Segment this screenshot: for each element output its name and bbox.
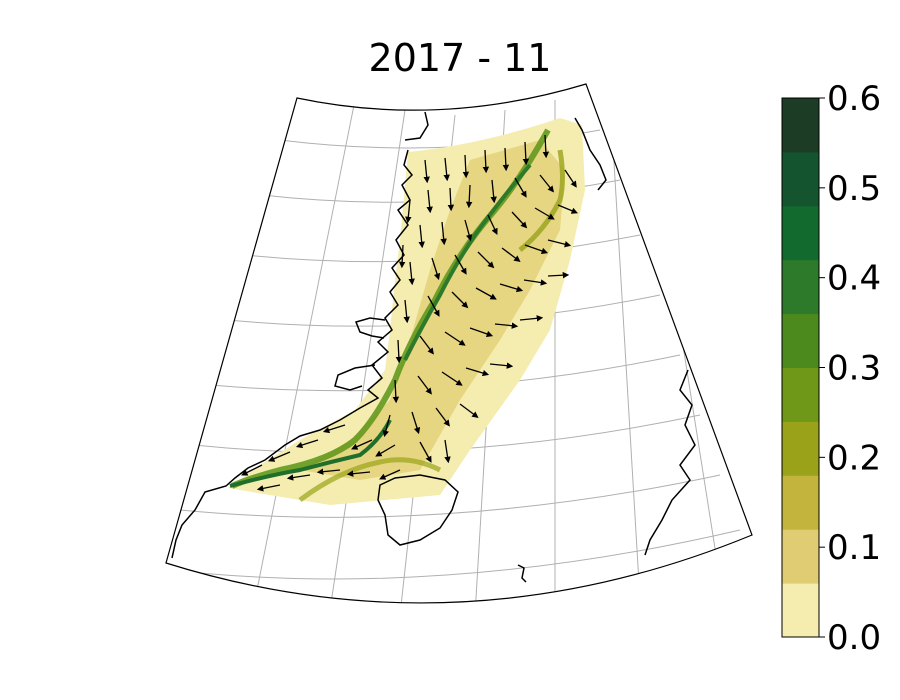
map-boundary	[165, 83, 753, 604]
coastlines	[171, 111, 696, 583]
colorbar-band	[782, 583, 819, 638]
colorbar-band	[782, 98, 819, 153]
island-south	[377, 474, 459, 546]
coast-north	[404, 111, 429, 141]
colorbar-band	[782, 421, 819, 476]
colorbar-band	[782, 205, 819, 261]
coast-east-island	[574, 117, 607, 191]
colorbar-band	[782, 151, 819, 207]
colorbar-tick-label: 0.5	[827, 169, 881, 209]
colorbar-ticks: 0.0 0.1 0.2 0.3 0.4 0.5 0.6	[819, 79, 881, 658]
colorbar-bands	[782, 98, 819, 638]
jet-secondary	[518, 149, 565, 252]
colorbar-tick-label: 0.0	[827, 618, 881, 658]
colorbar-tick-label: 0.3	[827, 349, 881, 389]
coast-fjord-1	[354, 317, 386, 339]
colorbar-band	[782, 367, 819, 422]
coast-east-land	[644, 369, 696, 556]
island-small	[517, 564, 527, 583]
colorbar-tick-label: 0.1	[827, 528, 881, 568]
colorbar-tick-label: 0.6	[827, 79, 881, 119]
colorbar-band	[782, 475, 819, 530]
colorbar-tick-label: 0.2	[827, 438, 881, 478]
colorbar-band	[782, 313, 819, 368]
colorbar-tick-label: 0.4	[827, 259, 881, 299]
jet-south	[298, 457, 442, 503]
coast-fjord-2	[334, 364, 376, 391]
jet-coastal	[229, 419, 392, 488]
velocity-vectors	[241, 134, 579, 492]
colorbar-band	[782, 529, 819, 584]
map-title: 2017 - 11	[368, 36, 552, 80]
colorbar-band	[782, 259, 819, 315]
